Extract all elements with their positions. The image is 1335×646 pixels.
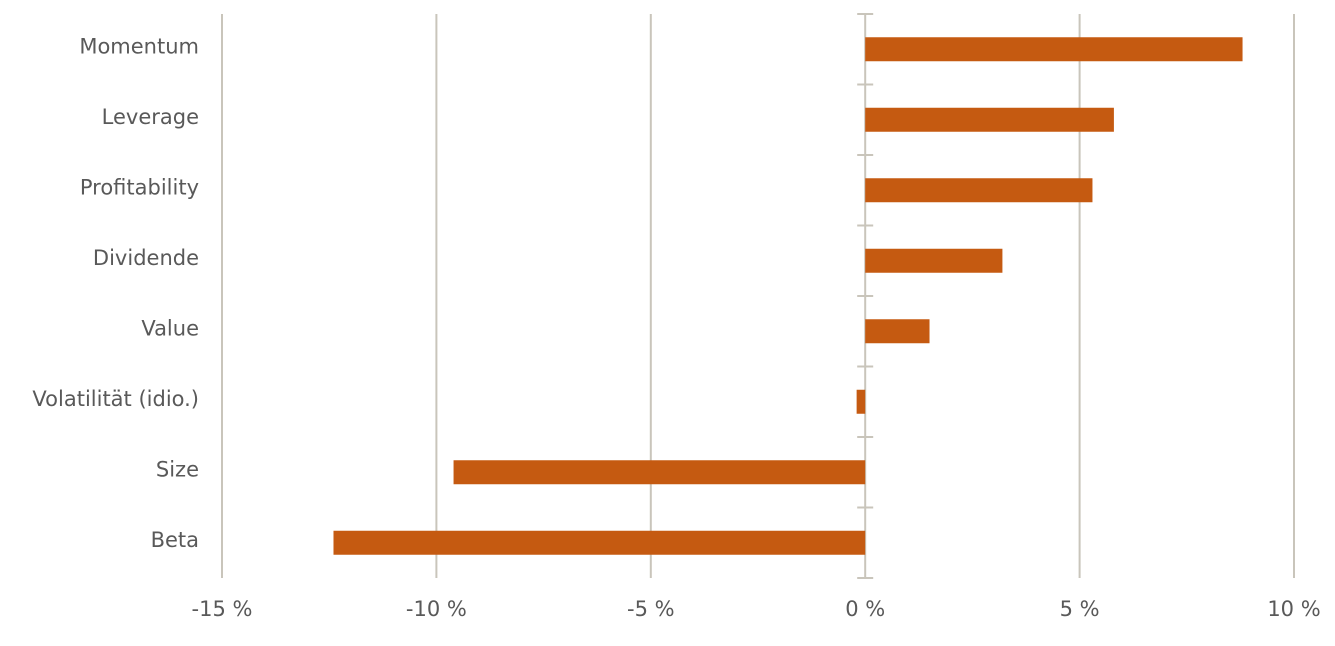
bar — [856, 389, 866, 414]
bar — [865, 178, 1093, 203]
bar — [865, 37, 1243, 62]
x-tick-label: 10 % — [1267, 597, 1320, 621]
y-tick-label: Dividende — [93, 246, 199, 270]
bar — [333, 530, 866, 555]
y-tick-label: Value — [141, 316, 199, 340]
x-tick-label: 0 % — [845, 597, 885, 621]
x-tick-label: 5 % — [1060, 597, 1100, 621]
x-tick-label: -15 % — [192, 597, 253, 621]
x-tick-label: -5 % — [627, 597, 675, 621]
bar — [865, 107, 1114, 132]
y-tick-label: Profitability — [80, 175, 199, 199]
bar — [453, 460, 866, 485]
y-tick-label: Momentum — [79, 34, 199, 58]
bar — [865, 248, 1003, 273]
x-tick-label: -10 % — [406, 597, 467, 621]
y-tick-label: Volatilität (idio.) — [32, 387, 199, 411]
y-tick-label: Leverage — [102, 105, 199, 129]
y-tick-label: Size — [156, 457, 199, 481]
y-tick-label: Beta — [151, 528, 199, 552]
bar — [865, 319, 930, 344]
